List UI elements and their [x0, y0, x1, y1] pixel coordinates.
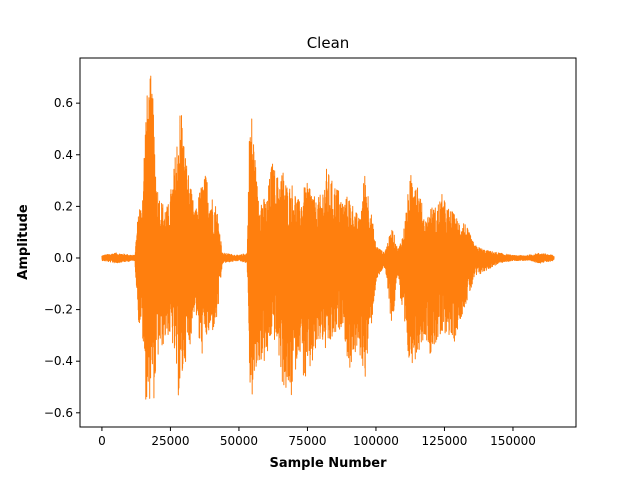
x-tick-label: 75000: [288, 434, 326, 448]
y-axis: −0.6 −0.4 −0.2 0.0 0.2 0.4 0.6: [44, 96, 80, 420]
x-tick-label: 100000: [353, 434, 399, 448]
x-axis-label: Sample Number: [270, 456, 388, 471]
plot-area: [101, 75, 555, 400]
y-tick-label: 0.0: [54, 251, 73, 265]
y-tick-label: 0.4: [54, 148, 73, 162]
y-tick-label: 0.6: [54, 96, 73, 110]
x-tick-label: 25000: [151, 434, 189, 448]
waveform-series-line: [101, 75, 555, 400]
y-tick-label: −0.4: [44, 354, 73, 368]
chart-title: Clean: [307, 34, 350, 52]
y-tick-label: −0.2: [44, 303, 73, 317]
y-tick-label: 0.2: [54, 199, 73, 213]
x-tick-label: 150000: [490, 434, 536, 448]
y-tick-label: −0.6: [44, 406, 73, 420]
y-axis-label: Amplitude: [16, 204, 31, 280]
x-axis: 0 25000 50000 75000 100000 125000 150000: [98, 427, 536, 448]
axes-frame: [79, 57, 577, 428]
x-tick-label: 0: [98, 434, 106, 448]
x-tick-label: 50000: [220, 434, 258, 448]
x-tick-label: 125000: [422, 434, 468, 448]
